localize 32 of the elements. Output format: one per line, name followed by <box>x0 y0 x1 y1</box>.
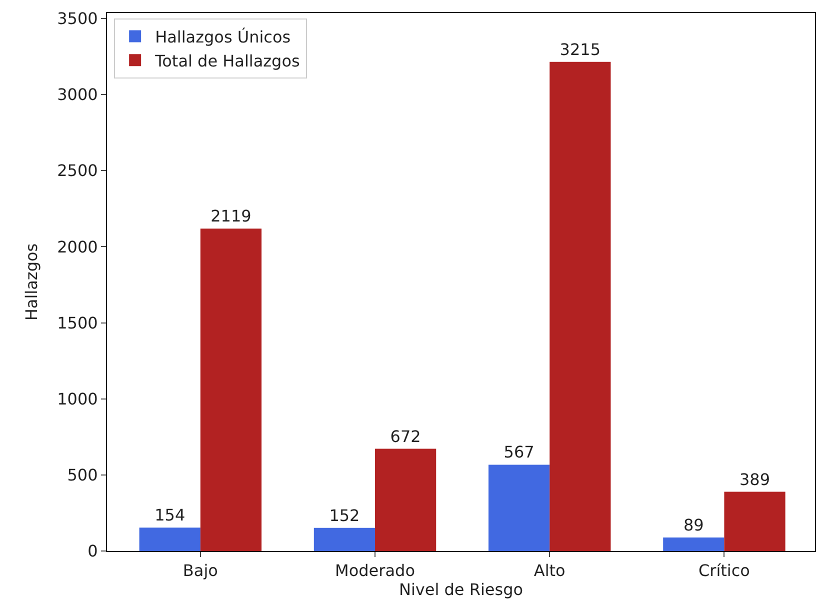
data-label: 152 <box>329 506 360 525</box>
x-tick-label: Bajo <box>182 561 218 580</box>
y-tick-label: 1500 <box>57 313 98 332</box>
x-tick-label: Crítico <box>698 561 750 580</box>
bar <box>724 492 786 551</box>
x-tick-label: Moderado <box>335 561 415 580</box>
x-axis-title: Nivel de Riesgo <box>398 580 524 600</box>
y-tick-label: 3500 <box>57 9 98 28</box>
data-label: 3215 <box>560 40 601 59</box>
y-tick-label: 500 <box>67 466 98 485</box>
bar <box>488 464 550 551</box>
bar <box>314 528 376 551</box>
data-label: 389 <box>739 470 770 489</box>
y-tick-label: 2000 <box>57 237 98 256</box>
bar <box>200 228 262 551</box>
data-label: 672 <box>390 426 421 446</box>
y-axis-title: Hallazgos <box>22 243 41 321</box>
y-tick-label: 0 <box>88 542 98 561</box>
bar <box>663 537 724 551</box>
data-label: 2119 <box>210 206 252 226</box>
y-tick-label: 1000 <box>57 389 98 408</box>
legend-label: Total de Hallazgos <box>154 51 300 70</box>
data-label: 567 <box>504 442 534 462</box>
legend-label: Hallazgos Únicos <box>155 28 291 47</box>
y-tick-label: 2500 <box>57 161 98 180</box>
x-tick-label: Alto <box>534 561 566 580</box>
y-tick-label: 3000 <box>57 85 98 104</box>
bar <box>139 528 200 551</box>
data-label: 154 <box>154 506 186 525</box>
bar <box>375 448 436 551</box>
bar <box>550 62 611 551</box>
data-label: 89 <box>683 515 704 534</box>
